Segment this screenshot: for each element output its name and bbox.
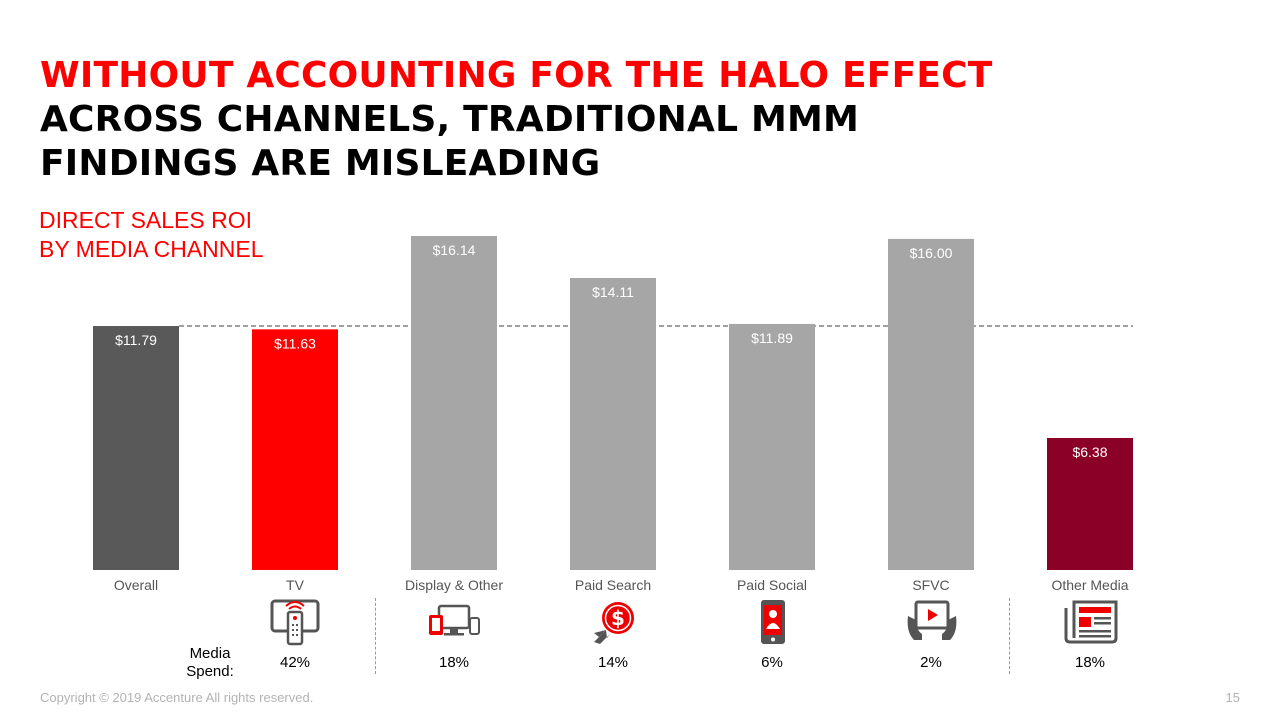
svg-text:$: $ <box>611 606 625 630</box>
data-label-overall: $11.79 <box>115 332 157 348</box>
headline: WITHOUT ACCOUNTING FOR THE HALO EFFECT A… <box>40 54 1040 186</box>
bar-other-media <box>1047 437 1133 570</box>
roi-bar-chart: $11.79 Overall $11.63 TV $16.14 Display & Oth… <box>93 236 1133 593</box>
bar-display-and-other <box>411 236 497 570</box>
copyright-footer: Copyright © 2019 Accenture All rights re… <box>40 690 314 705</box>
tablet-video-icon <box>907 600 957 640</box>
spend-paid-search: 14% <box>597 654 629 671</box>
bar-paid-search <box>570 278 656 570</box>
spend-tv: 42% <box>279 654 311 671</box>
category-label-overall: Overall <box>114 577 158 593</box>
subtitle-line-1: DIRECT SALES ROI <box>39 207 253 233</box>
data-label-display-and-other: $16.14 <box>433 242 476 258</box>
tv-separator <box>375 598 376 674</box>
page-number: 15 <box>1225 690 1240 705</box>
bar-paid-social <box>729 323 815 570</box>
search-ad-icon: $ <box>594 602 634 644</box>
spend-paid-social: 6% <box>761 654 783 671</box>
bar-tv <box>252 329 338 570</box>
headline-highlight: WITHOUT ACCOUNTING FOR THE HALO EFFECT <box>40 55 993 96</box>
bar-overall <box>93 326 179 570</box>
data-label-sfvc: $16.00 <box>910 245 953 261</box>
devices-icon <box>429 604 480 636</box>
smartphone-social-icon <box>761 600 785 644</box>
category-label-display-and-other: Display & Other <box>405 577 503 593</box>
bar-sfvc <box>888 238 974 570</box>
spend-display-other: 18% <box>438 654 470 671</box>
media-spend-label-line-1: Media <box>189 645 231 662</box>
chart-subtitle: DIRECT SALES ROI BY MEDIA CHANNEL <box>39 206 264 264</box>
media-spend-label: Media Spend: <box>178 645 242 681</box>
category-label-tv: TV <box>286 577 305 593</box>
tv-remote-icon <box>270 599 320 646</box>
data-label-other-media: $6.38 <box>1072 444 1107 460</box>
newspaper-icon <box>1064 600 1118 644</box>
subtitle-line-2: BY MEDIA CHANNEL <box>39 236 264 262</box>
data-label-paid-social: $11.89 <box>751 330 793 346</box>
other-media-separator <box>1009 598 1010 674</box>
category-label-sfvc: SFVC <box>912 577 949 593</box>
data-label-paid-search: $14.11 <box>592 284 634 300</box>
spend-other-media: 18% <box>1074 654 1106 671</box>
category-label-paid-search: Paid Search <box>575 577 651 593</box>
spend-sfvc: 2% <box>920 654 942 671</box>
data-label-tv: $11.63 <box>274 335 316 351</box>
category-label-other-media: Other Media <box>1051 577 1128 593</box>
media-spend-label-line-2: Spend: <box>186 663 234 680</box>
category-label-paid-social: Paid Social <box>737 577 807 593</box>
headline-rest: ACROSS CHANNELS, TRADITIONAL MMM FINDING… <box>40 99 860 184</box>
